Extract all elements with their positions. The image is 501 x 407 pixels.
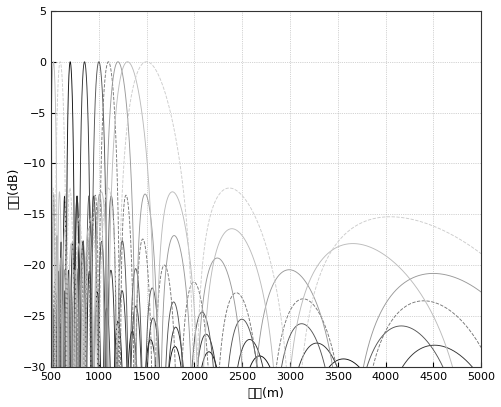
- X-axis label: 距离(m): 距离(m): [247, 387, 284, 400]
- Y-axis label: 功率(dB): 功率(dB): [7, 168, 20, 210]
